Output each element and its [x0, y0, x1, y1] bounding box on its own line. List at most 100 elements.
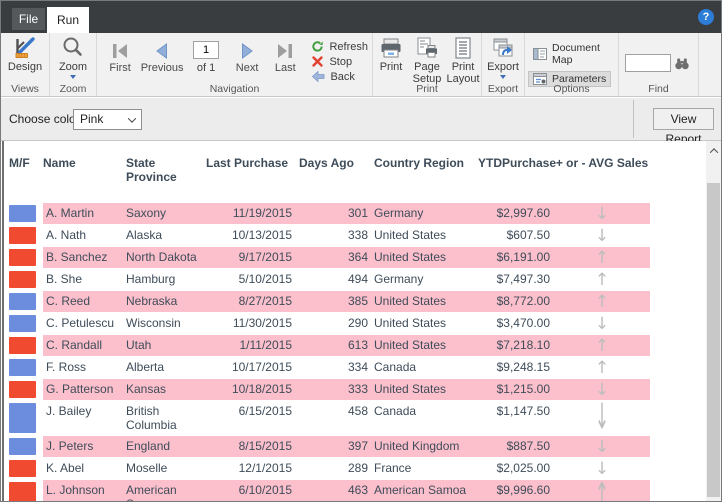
cell-name: K. Abel — [46, 461, 85, 475]
column-header-state: State Province — [126, 156, 177, 184]
cell-ytd: $9,996.60 — [496, 483, 550, 497]
row-band: C. Randall Utah 1/11/2015 613 United Sta… — [43, 335, 650, 356]
print-label: Print — [379, 61, 403, 73]
ribbon-spacer — [699, 33, 721, 96]
cell-ytd: $2,997.60 — [496, 206, 550, 220]
zoom-button[interactable]: Zoom — [57, 35, 89, 84]
cell-ytd: $887.50 — [506, 439, 550, 453]
table-row: J. Bailey British Columbia 6/15/2015 458… — [9, 400, 650, 436]
gender-cell — [9, 313, 43, 334]
parameters-toggle[interactable]: Parameters — [528, 71, 612, 87]
gender-square — [9, 460, 36, 477]
vertical-scrollbar[interactable] — [706, 141, 721, 501]
cell-avg: ↑ — [554, 337, 650, 354]
cell-avg: ↑ — [554, 479, 650, 501]
ribbon-group-find: Find — [619, 33, 699, 96]
next-label: Next — [235, 62, 259, 74]
gender-cell — [9, 458, 43, 479]
document-map-label: Document Map — [552, 42, 600, 66]
design-label: Design — [7, 61, 43, 73]
next-page-button[interactable]: Next — [227, 35, 267, 84]
page-number-input[interactable] — [193, 41, 220, 59]
cell-state: Alberta — [126, 360, 165, 374]
cell-last-purchase: 8/15/2015 — [238, 439, 292, 453]
cell-last-purchase: 1/11/2015 — [239, 338, 293, 352]
export-button[interactable]: Export — [485, 35, 521, 84]
column-header-ytd: YTDPurchase — [478, 156, 557, 170]
cell-ytd: $3,470.00 — [496, 316, 550, 330]
gender-cell — [9, 436, 43, 457]
document-map-toggle[interactable]: Document Map — [528, 40, 618, 68]
cell-last-purchase: 5/10/2015 — [238, 272, 292, 286]
color-dropdown[interactable]: Pink — [73, 109, 142, 130]
cell-state: North Dakota — [126, 250, 197, 264]
first-page-button[interactable]: First — [101, 35, 139, 84]
cell-last-purchase: 12/1/2015 — [238, 461, 292, 475]
cell-country: United States — [374, 250, 447, 264]
page-of-label: of 1 — [196, 62, 216, 74]
previous-page-button[interactable]: Previous — [139, 35, 185, 84]
choose-color-label: Choose color — [9, 112, 80, 126]
column-header-name: Name — [43, 156, 76, 170]
cell-name: J. Bailey — [46, 404, 92, 418]
help-icon[interactable]: ? — [698, 9, 714, 25]
page-setup-icon — [415, 36, 439, 60]
group-label-zoom: Zoom — [59, 83, 87, 95]
cell-state: Hamburg — [126, 272, 176, 286]
gender-square — [9, 205, 36, 222]
previous-page-icon — [152, 40, 172, 62]
row-band: A. Martin Saxony 11/19/2015 301 Germany … — [43, 203, 650, 224]
scrollbar-thumb[interactable] — [707, 183, 720, 497]
cell-avg: ↓ — [554, 205, 650, 222]
binoculars-icon — [674, 56, 690, 70]
cell-days-ago: 301 — [347, 206, 368, 220]
cell-days-ago: 333 — [347, 382, 368, 396]
gender-cell — [9, 247, 43, 268]
cell-name: C. Reed — [46, 294, 91, 308]
row-band: B. Sanchez North Dakota 9/17/2015 364 Un… — [43, 247, 650, 268]
cell-last-purchase: 10/13/2015 — [231, 228, 292, 242]
tab-file[interactable]: File — [12, 8, 45, 30]
titlebar: File Run ? — [1, 1, 721, 33]
page-setup-label: Page Setup — [412, 61, 442, 85]
gender-cell — [9, 291, 43, 312]
view-report-button[interactable]: View Report — [653, 108, 714, 146]
print-layout-button[interactable]: Print Layout — [445, 35, 481, 85]
table-row: J. Peters England 8/15/2015 397 United K… — [9, 436, 650, 457]
gender-square — [9, 337, 36, 354]
gender-square — [9, 271, 36, 288]
cell-ytd: $7,218.10 — [496, 338, 550, 352]
cell-last-purchase: 9/17/2015 — [238, 250, 292, 264]
stop-button[interactable]: Stop — [307, 54, 372, 69]
tab-run[interactable]: Run — [47, 7, 89, 33]
back-label: Back — [330, 70, 355, 83]
design-button[interactable]: Design — [6, 35, 44, 84]
last-label: Last — [274, 62, 296, 74]
cell-days-ago: 289 — [347, 461, 368, 475]
print-layout-label: Print Layout — [446, 61, 480, 85]
cell-name: A. Martin — [46, 206, 95, 220]
last-page-button[interactable]: Last — [267, 35, 303, 84]
gender-square — [9, 249, 36, 266]
cell-state: Alaska — [126, 228, 163, 242]
cell-name: A. Nath — [46, 228, 87, 242]
print-button[interactable]: Print — [373, 35, 409, 84]
table-row: C. Petulescu Wisconsin 11/30/2015 290 Un… — [9, 313, 650, 334]
cell-name: G. Patterson — [46, 382, 114, 396]
ribbon-group-options: Document Map Parameters — [525, 33, 619, 96]
gender-cell — [9, 269, 43, 290]
find-input[interactable] — [625, 53, 671, 72]
gender-square — [9, 293, 36, 310]
cell-avg: ↓ — [554, 400, 650, 436]
row-band: B. She Hamburg 5/10/2015 494 Germany $7,… — [43, 269, 650, 290]
gender-cell — [9, 203, 43, 224]
cell-country: American Samoa — [374, 483, 467, 497]
parameters-label: Parameters — [552, 73, 607, 85]
scrollbar-up-button[interactable] — [706, 141, 721, 161]
page-setup-button[interactable]: Page Setup — [409, 35, 445, 85]
report-page-edge-left — [2, 141, 4, 501]
table-row: B. She Hamburg 5/10/2015 494 Germany $7,… — [9, 269, 650, 290]
refresh-button[interactable]: Refresh — [307, 39, 372, 54]
back-button[interactable]: Back — [307, 69, 372, 84]
first-page-icon — [110, 40, 130, 62]
